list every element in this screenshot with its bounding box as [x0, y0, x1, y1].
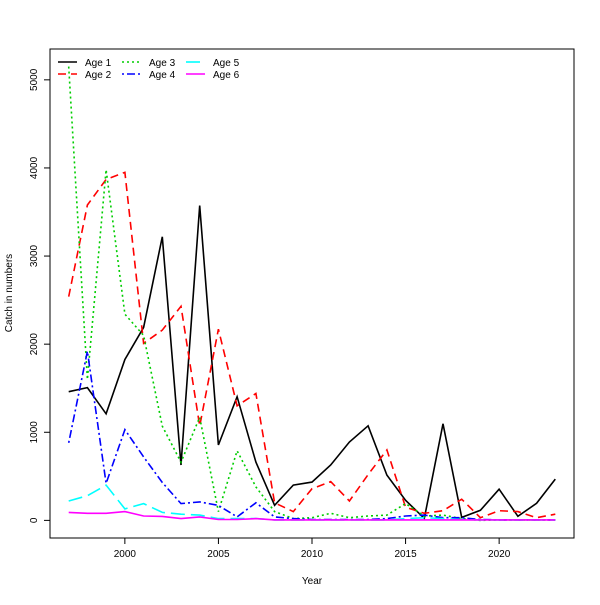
- legend-label: Age 5: [213, 58, 240, 69]
- series-line-age-3: [67, 66, 556, 522]
- series-line-age-6: [68, 510, 556, 521]
- x-axis-label: Year: [302, 576, 323, 587]
- series-line-age-1: [68, 205, 556, 520]
- series-line-age-2: [67, 171, 556, 519]
- x-tick-label: 2005: [207, 549, 230, 560]
- y-tick-label: 4000: [29, 156, 40, 179]
- y-tick-label: 2000: [29, 333, 40, 356]
- y-tick-label: 1000: [29, 421, 40, 444]
- legend-label: Age 6: [213, 70, 240, 81]
- legend-label: Age 1: [85, 58, 112, 69]
- x-tick-label: 2015: [394, 549, 417, 560]
- legend-label: Age 3: [149, 58, 176, 69]
- legend-label: Age 4: [149, 70, 176, 81]
- y-tick-label: 0: [29, 517, 40, 523]
- x-tick-label: 2000: [114, 549, 137, 560]
- legend-label: Age 2: [85, 70, 112, 81]
- x-tick-label: 2010: [301, 549, 324, 560]
- y-axis-label: Catch in numbers: [4, 254, 15, 332]
- series-line-age-4: [67, 351, 556, 521]
- plot-frame: [49, 48, 575, 539]
- y-tick-label: 3000: [29, 244, 40, 267]
- x-tick-label: 2020: [488, 549, 511, 560]
- y-tick-label: 5000: [29, 68, 40, 91]
- series-line-age-5: [68, 484, 556, 521]
